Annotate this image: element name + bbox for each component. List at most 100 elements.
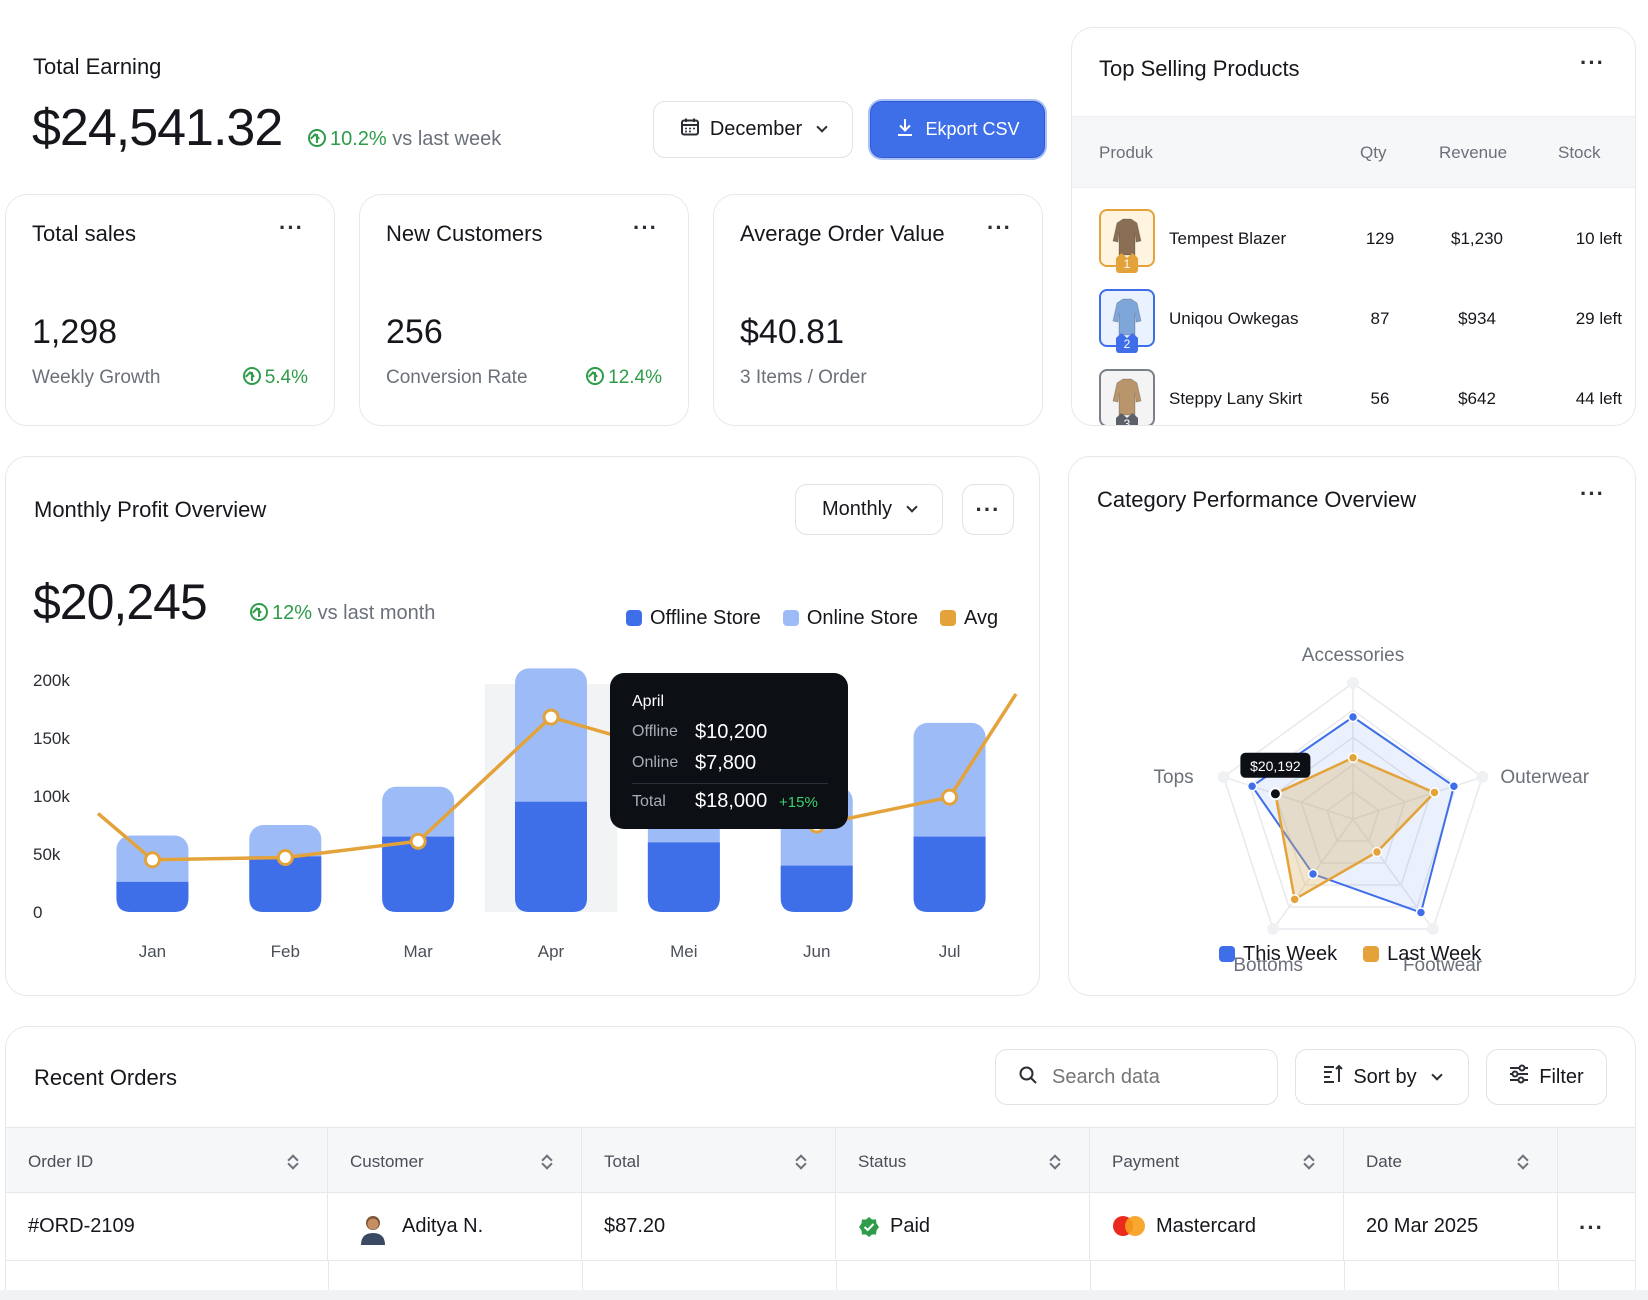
y-tick-label: 150k xyxy=(33,729,70,748)
search-icon xyxy=(1018,1065,1038,1090)
this-week-point xyxy=(1347,711,1359,723)
th-order-id[interactable]: Order ID xyxy=(6,1128,328,1194)
product-row[interactable]: 2 Uniqou Owkegas 87 $934 29 left xyxy=(1072,283,1635,353)
more-options-icon[interactable]: ··· xyxy=(633,215,658,240)
bar-offline xyxy=(382,836,455,912)
more-options-icon[interactable]: ··· xyxy=(279,215,304,240)
th-label: Status xyxy=(858,1152,907,1171)
filter-label: Filter xyxy=(1539,1065,1584,1088)
x-tick-label: Apr xyxy=(538,942,565,961)
sort-by-button[interactable]: Sort by xyxy=(1295,1049,1469,1105)
order-id: #ORD-2109 xyxy=(28,1215,135,1237)
month-select[interactable]: December xyxy=(653,101,853,158)
rank-number: 2 xyxy=(1123,337,1131,351)
bar-offline xyxy=(249,856,322,912)
legend-label: Avg xyxy=(963,607,999,629)
th-label: Date xyxy=(1366,1152,1402,1171)
radar-tooltip-box xyxy=(1240,752,1311,778)
radar-axis-endpoint xyxy=(1426,923,1439,936)
y-tick-label: 0 xyxy=(33,903,42,922)
product-name: Tempest Blazer xyxy=(1169,229,1287,248)
product-row[interactable]: 3 Steppy Lany Skirt 56 $642 44 left xyxy=(1072,363,1635,425)
product-row[interactable]: 1 Tempest Blazer 129 $1,230 10 left xyxy=(1072,203,1635,273)
th-date[interactable]: Date xyxy=(1344,1128,1558,1194)
last-week-area xyxy=(1273,756,1437,902)
avg-point xyxy=(409,832,427,850)
status-label: Paid xyxy=(890,1215,931,1237)
avg-point xyxy=(143,851,161,869)
profit-value: $20,245 xyxy=(33,574,208,630)
radar-axis-label: Footwear xyxy=(1403,955,1483,976)
kpi-value: 256 xyxy=(386,313,443,351)
profit-change-value: 12% xyxy=(272,602,313,624)
radar-tooltip-value: $20,192 xyxy=(1250,758,1301,774)
sort-arrows-icon xyxy=(1518,1155,1528,1169)
period-select[interactable]: Monthly xyxy=(795,484,943,535)
profit-more-button[interactable]: ··· xyxy=(962,484,1014,535)
radar-axis-endpoint xyxy=(1217,770,1230,783)
table-row[interactable]: #ORD-2109 Aditya N. $87.20 Paid Masterca… xyxy=(6,1193,1635,1261)
rank-number: 1 xyxy=(1123,257,1131,271)
more-options-icon[interactable]: ··· xyxy=(1580,50,1605,75)
th-status[interactable]: Status xyxy=(836,1128,1090,1194)
bottom-fade xyxy=(0,1290,1648,1300)
download-icon xyxy=(895,117,915,142)
recent-orders-card: Recent Orders Sort by Filter Order ID Cu… xyxy=(5,1026,1636,1300)
earning-change-value: 10.2% xyxy=(330,128,387,150)
table-row-partial xyxy=(6,1261,1635,1300)
th-label: Customer xyxy=(350,1152,424,1171)
sort-by-label: Sort by xyxy=(1353,1065,1417,1088)
x-tick-label: Jun xyxy=(803,942,830,961)
radar-axis-label: Accessories xyxy=(1302,645,1404,666)
column-header: Stock xyxy=(1558,143,1601,162)
legend-offline: Offline Store xyxy=(626,607,761,630)
th-customer[interactable]: Customer xyxy=(328,1128,582,1194)
export-csv-label: Ekport CSV xyxy=(925,119,1020,139)
sort-arrows-icon xyxy=(542,1155,552,1169)
product-thumbnail xyxy=(1099,289,1155,347)
radar-axis-endpoint xyxy=(1347,677,1359,689)
calendar-icon xyxy=(680,117,700,143)
customer-name: Aditya N. xyxy=(402,1215,484,1237)
bar-offline xyxy=(647,842,720,912)
radar-axis-label: Outerwear xyxy=(1500,767,1589,788)
profit-title: Monthly Profit Overview xyxy=(34,497,267,522)
search-box[interactable] xyxy=(995,1049,1278,1105)
legend-last-week: Last Week xyxy=(1363,943,1481,966)
th-label: Payment xyxy=(1112,1152,1180,1171)
last-week-point-selected xyxy=(1268,787,1282,801)
arrow-up-circle-icon xyxy=(586,367,605,385)
th-payment[interactable]: Payment xyxy=(1090,1128,1344,1194)
bar-offline xyxy=(116,881,189,912)
sort-arrows-icon xyxy=(1304,1155,1314,1169)
avg-point xyxy=(276,848,294,866)
kpi-title: Average Order Value xyxy=(740,221,945,246)
filter-button[interactable]: Filter xyxy=(1486,1049,1607,1105)
x-tick-label: Jan xyxy=(139,942,166,961)
legend-this-week: This Week xyxy=(1219,943,1337,966)
avg-point xyxy=(941,788,959,806)
row-more-options-icon[interactable]: ··· xyxy=(1579,1215,1604,1240)
tooltip-online-value: $7,800 xyxy=(695,752,757,774)
kpi-change: 12.4% xyxy=(586,367,662,389)
search-input[interactable] xyxy=(1052,1065,1252,1089)
mastercard-icon xyxy=(1112,1215,1146,1243)
product-thumbnail xyxy=(1099,369,1155,425)
kpi-sub: Weekly Growth xyxy=(32,367,161,388)
kpi-change-value: 12.4% xyxy=(608,367,662,388)
more-options-icon[interactable]: ··· xyxy=(987,215,1012,240)
earning-change: 10.2% vs last week xyxy=(308,128,501,151)
column-header: Produk xyxy=(1099,143,1153,162)
x-tick-label: Mei xyxy=(670,942,697,961)
column-header: Revenue xyxy=(1439,143,1508,162)
category-title: Category Performance Overview xyxy=(1097,487,1417,512)
bar-offline xyxy=(780,865,853,912)
last-week-point xyxy=(1289,894,1300,905)
sort-arrows-icon xyxy=(288,1155,298,1169)
kpi-value: $40.81 xyxy=(740,313,844,351)
th-label: Order ID xyxy=(28,1152,94,1171)
export-csv-button[interactable]: Ekport CSV xyxy=(870,101,1045,158)
tooltip-offline-value: $10,200 xyxy=(695,721,768,743)
th-total[interactable]: Total xyxy=(582,1128,836,1194)
chart-tooltip: April Offline $10,200 Online $7,800 Tota… xyxy=(610,673,848,829)
